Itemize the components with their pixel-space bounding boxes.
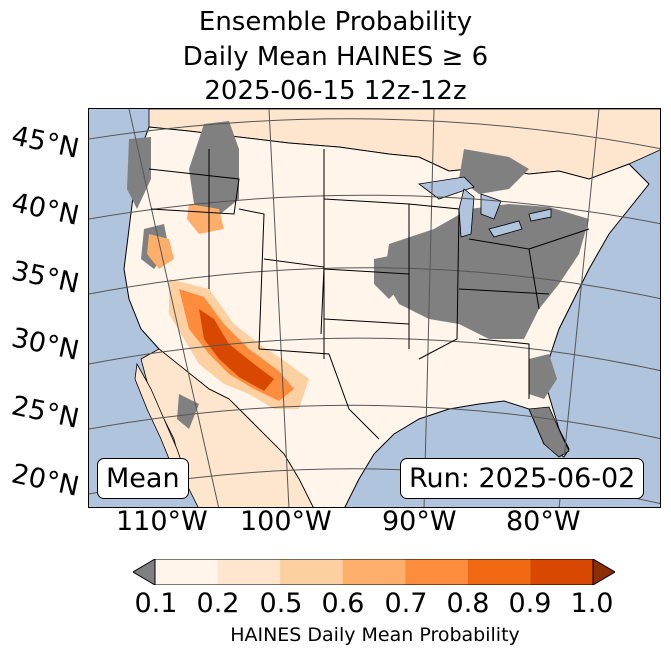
missing-plains <box>374 254 409 299</box>
lat-label-35: 35°N <box>8 255 82 300</box>
colorbar-frame <box>154 559 594 585</box>
border-northeast <box>528 228 590 250</box>
missing-coast <box>127 137 151 209</box>
lon-label-110: 110°W <box>116 506 208 537</box>
colorbar <box>133 559 615 585</box>
colorbar-under-arrow <box>133 559 156 585</box>
lat-label-25: 25°N <box>8 390 82 435</box>
missing-mexico <box>177 394 199 429</box>
colorbar-bin <box>530 559 594 585</box>
map-panel <box>88 108 661 508</box>
lat-label-30: 30°N <box>8 322 82 367</box>
lake-ontario <box>528 208 552 222</box>
probability-hotspots <box>147 204 309 409</box>
colorbar-tick-0: 0.1 <box>134 588 178 619</box>
lat-label-45: 45°N <box>8 120 82 165</box>
colorbar-tick-2: 0.5 <box>259 588 303 619</box>
colorbar-over-arrow <box>592 559 615 585</box>
border-ks-ne <box>323 268 410 275</box>
border-ut <box>238 208 265 350</box>
map-svg <box>89 109 660 507</box>
meridian-80 <box>558 109 600 507</box>
missing-southeast <box>529 354 557 399</box>
lon-label-100: 100°W <box>240 506 332 537</box>
meridian-90 <box>423 109 435 507</box>
missing-northwest <box>189 121 239 219</box>
lon-label-80: 80°W <box>506 506 581 537</box>
prob-band-nevada <box>147 234 174 269</box>
colorbar-tick-1: 0.2 <box>196 588 240 619</box>
colorbar-bin <box>280 559 344 585</box>
colorbar-bin <box>155 559 219 585</box>
lake-michigan <box>458 188 475 238</box>
colorbar-bin <box>467 559 531 585</box>
border-mississippi <box>408 203 460 360</box>
parallel-35 <box>89 267 660 300</box>
title-line-2: Daily Mean HAINES ≥ 6 <box>182 42 489 72</box>
border-or-wa <box>148 168 240 215</box>
colorbar-bins <box>155 559 594 585</box>
meridian-100 <box>268 109 290 507</box>
colorbar-bin <box>405 559 469 585</box>
title-line-1: Ensemble Probability <box>198 7 473 37</box>
colorbar-bin <box>217 559 281 585</box>
lon-label-90: 90°W <box>382 506 457 537</box>
parallel-40 <box>89 194 660 225</box>
border-tx <box>258 348 380 440</box>
colorbar-tick-5: 0.8 <box>446 588 490 619</box>
parallel-45 <box>89 118 660 150</box>
prob-band-high <box>199 309 274 391</box>
border-ok-ks <box>323 318 410 325</box>
meridian-110 <box>128 109 220 507</box>
colorbar-tick-6: 0.9 <box>508 588 552 619</box>
missing-east <box>384 204 589 339</box>
colorbar-tick-3: 0.6 <box>321 588 365 619</box>
lat-label-20: 20°N <box>8 458 82 503</box>
title-line-3: 2025-06-15 12z-12z <box>204 76 467 106</box>
stat-label: Mean <box>97 458 189 499</box>
missing-great-lakes <box>459 149 529 194</box>
parallel-30 <box>89 337 660 372</box>
florida <box>528 406 570 458</box>
colorbar-tick-7: 1.0 <box>570 588 614 619</box>
border-tn <box>458 288 550 295</box>
lake-erie <box>488 220 523 238</box>
missing-data-regions <box>127 121 589 429</box>
colorbar-bin <box>342 559 406 585</box>
border-gulf-states <box>478 338 530 399</box>
state-borders <box>148 149 590 440</box>
colorbar-label: HAINES Daily Mean Probability <box>230 624 520 646</box>
lat-label-40: 40°N <box>8 187 82 232</box>
colorbar-tick-4: 0.7 <box>384 588 428 619</box>
parallel-25 <box>89 404 660 440</box>
run-label: Run: 2025-06-02 <box>400 458 645 499</box>
